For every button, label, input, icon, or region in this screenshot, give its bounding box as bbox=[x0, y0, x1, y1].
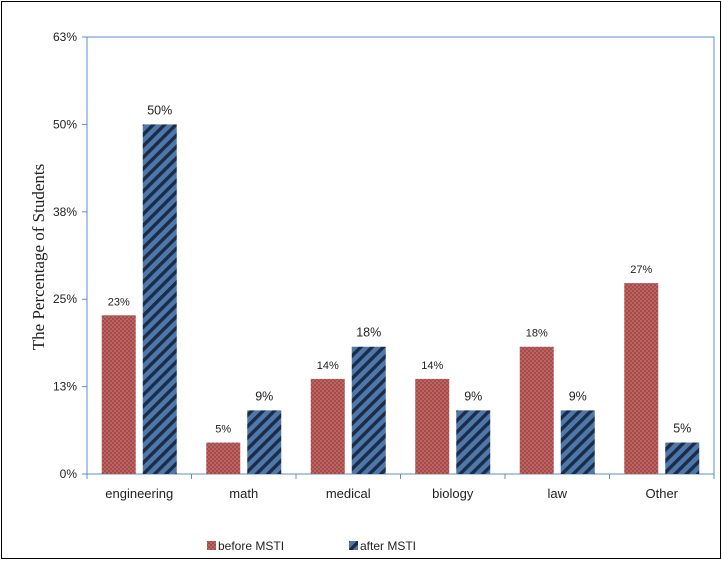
bar-before bbox=[101, 315, 136, 474]
data-label: 27% bbox=[630, 264, 652, 276]
data-label: 50% bbox=[147, 103, 172, 117]
data-label: 9% bbox=[464, 389, 482, 403]
bars bbox=[101, 124, 700, 475]
y-tick-label: 50% bbox=[53, 117, 77, 131]
x-tick-label: medical bbox=[326, 486, 371, 501]
y-tick-label: 63% bbox=[53, 30, 77, 44]
legend-swatch-after bbox=[349, 541, 358, 550]
x-axis: engineering math medical biology law Other bbox=[86, 474, 715, 501]
y-tick-label: 25% bbox=[53, 292, 77, 306]
data-label: 5% bbox=[673, 422, 691, 436]
data-label: 9% bbox=[569, 389, 587, 403]
x-tick-label: law bbox=[547, 486, 567, 501]
data-labels: 23% 50% 5% 9% 14% 18% 14% 9% 18% 9% 27% 5% bbox=[108, 103, 692, 435]
bar-after bbox=[665, 442, 700, 474]
plot-area bbox=[86, 36, 715, 475]
bar-before bbox=[624, 283, 659, 474]
x-tick-label: engineering bbox=[105, 486, 173, 501]
legend: before MSTI after MSTI bbox=[207, 539, 416, 553]
legend-label-after: after MSTI bbox=[360, 539, 416, 553]
bar-before bbox=[519, 346, 554, 474]
data-label: 9% bbox=[255, 389, 273, 403]
bar-before bbox=[310, 378, 345, 474]
legend-label-before: before MSTI bbox=[218, 539, 284, 553]
y-tick-label: 13% bbox=[53, 380, 77, 394]
x-tick-label: math bbox=[229, 486, 258, 501]
data-label: 23% bbox=[108, 296, 130, 308]
data-label: 18% bbox=[526, 328, 548, 340]
x-tick-label: biology bbox=[432, 486, 474, 501]
bar-after bbox=[142, 124, 177, 475]
bar-after bbox=[560, 410, 595, 474]
y-tick-label: 0% bbox=[60, 467, 78, 481]
bar-after bbox=[247, 410, 282, 474]
legend-swatch-before bbox=[207, 541, 216, 550]
data-label: 14% bbox=[421, 360, 443, 372]
x-tick-label: Other bbox=[645, 486, 678, 501]
bar-after bbox=[351, 346, 386, 474]
y-axis: 0% 13% 25% 38% 50% 63% bbox=[53, 30, 87, 481]
y-axis-label: The Percentage of Students bbox=[29, 164, 48, 350]
data-label: 14% bbox=[317, 360, 339, 372]
data-label: 18% bbox=[356, 326, 381, 340]
bar-before bbox=[415, 378, 450, 474]
bar-after bbox=[456, 410, 491, 474]
bar-before bbox=[206, 442, 241, 474]
y-tick-label: 38% bbox=[53, 205, 77, 219]
data-label: 5% bbox=[215, 424, 231, 436]
